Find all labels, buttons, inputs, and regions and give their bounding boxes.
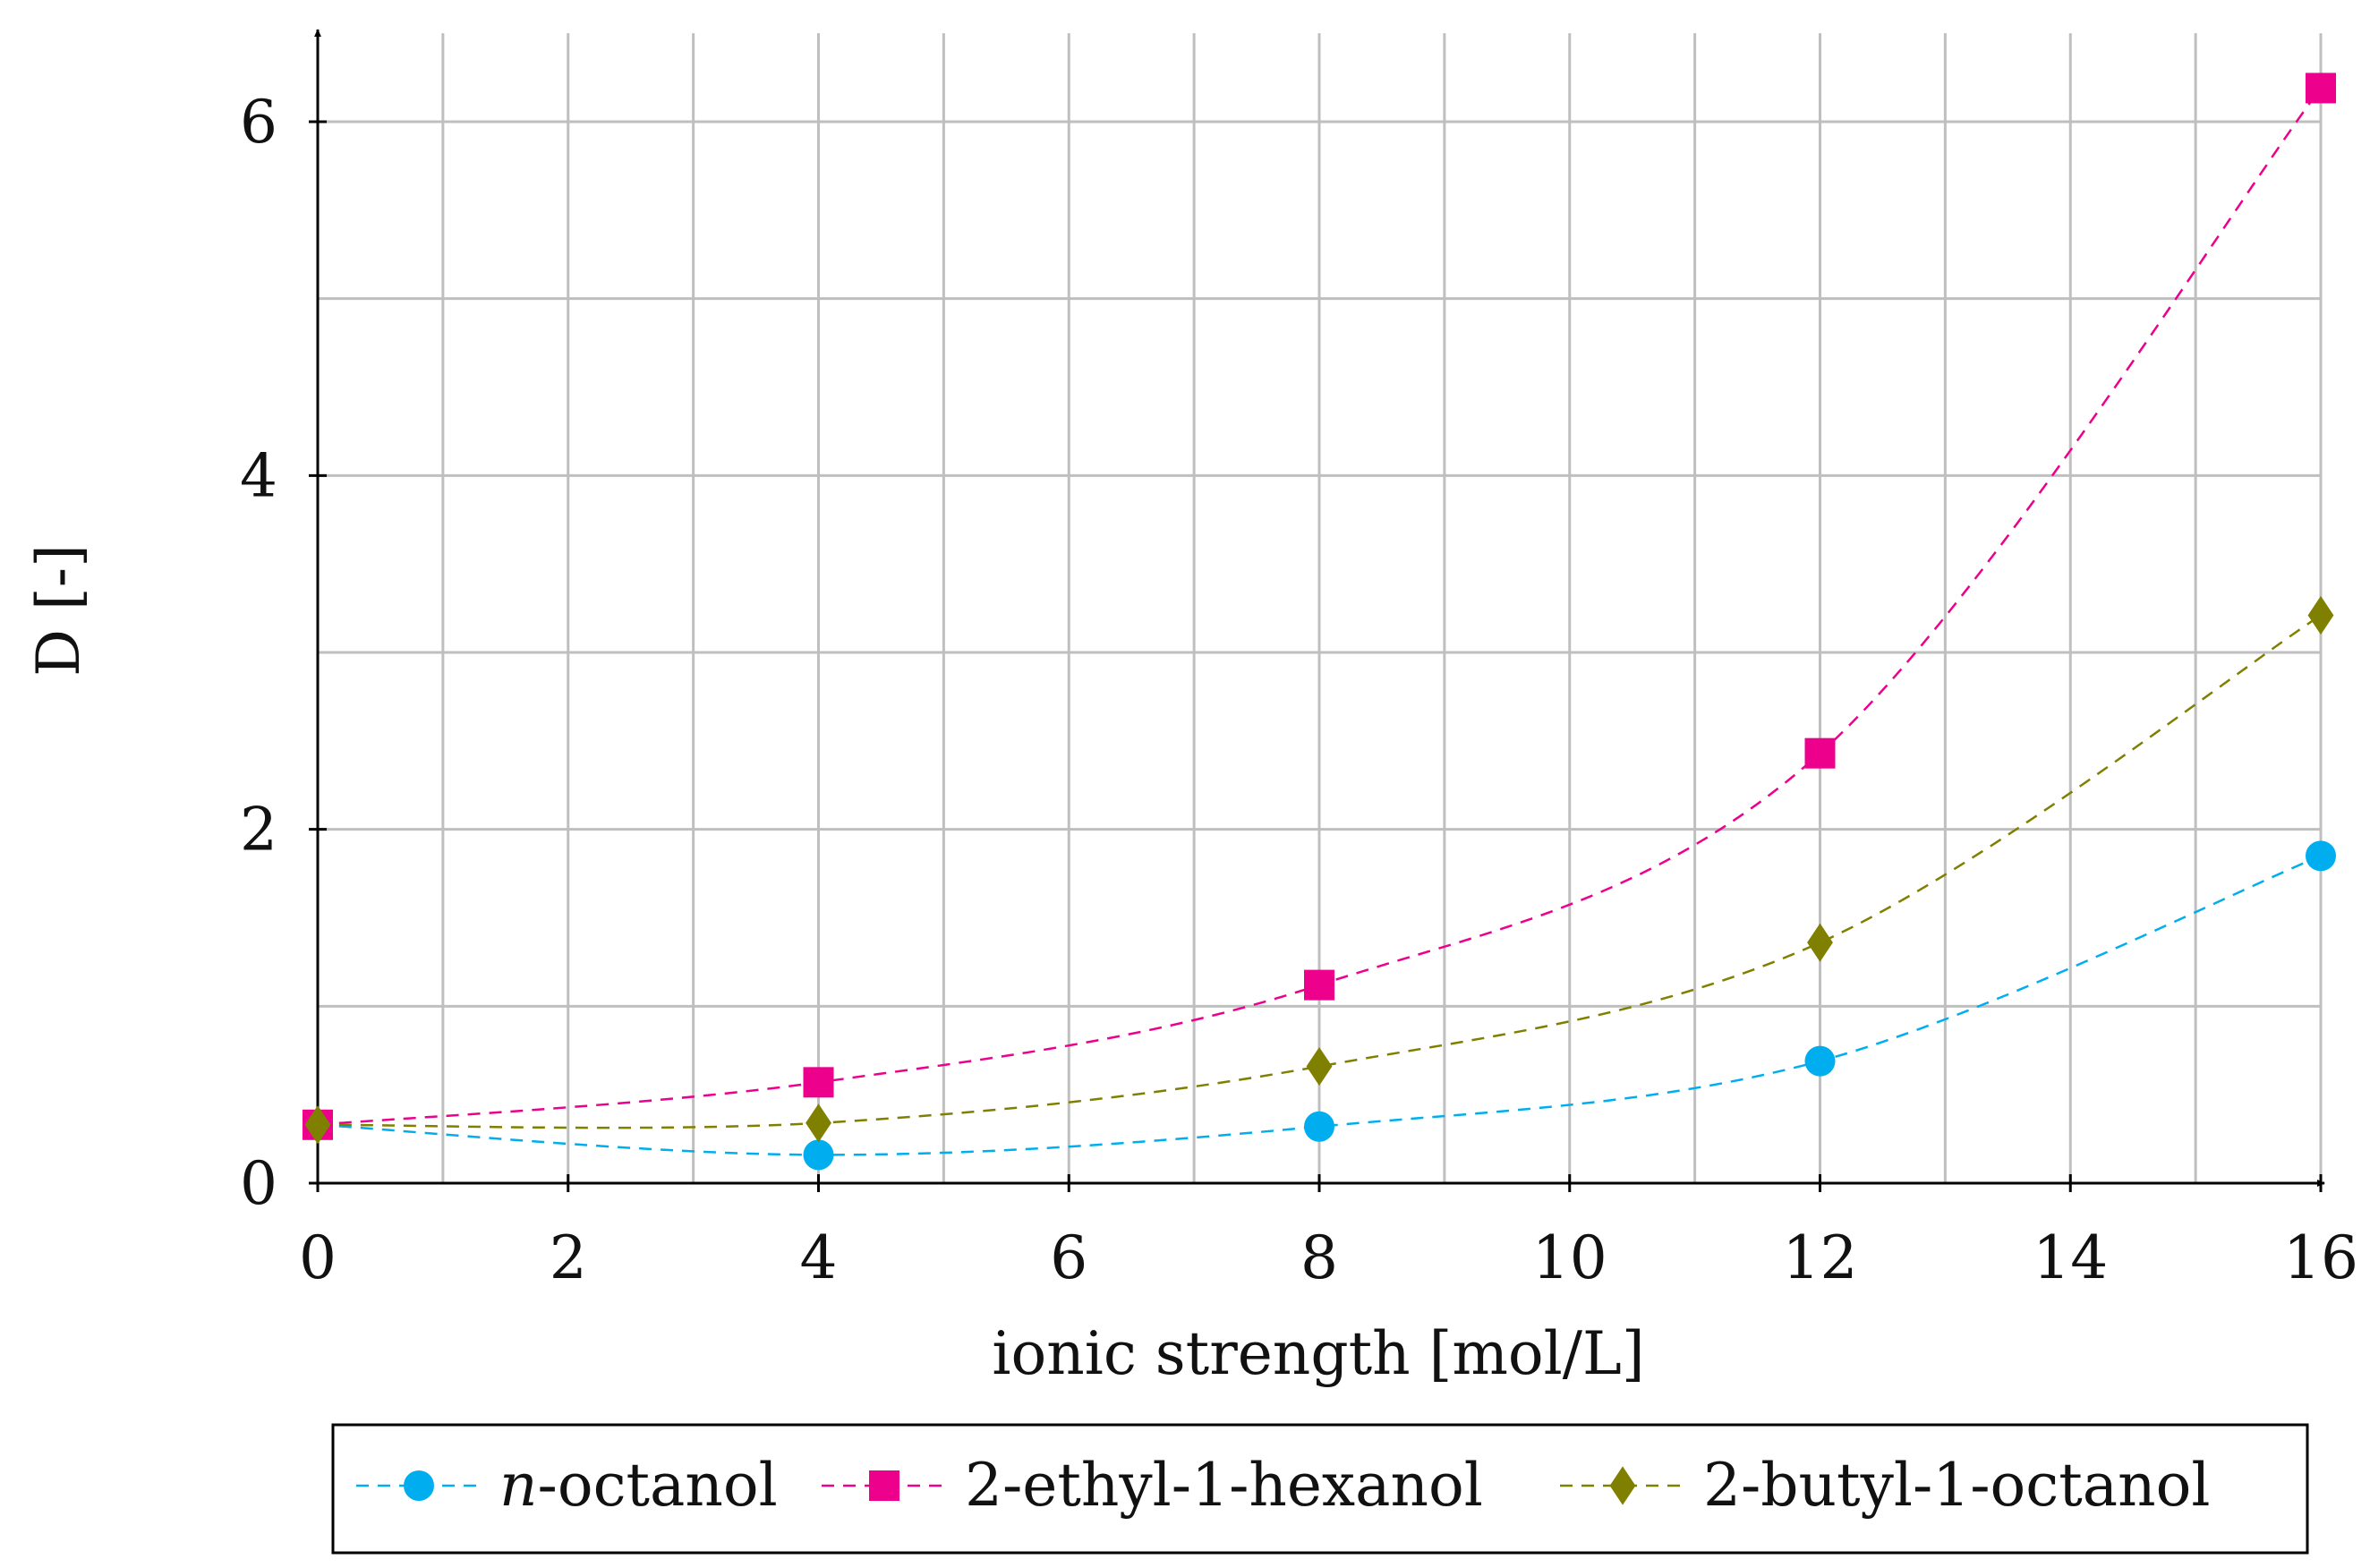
data-point [1304, 1111, 1334, 1142]
legend-label-text: 2-butyl-1-octanol [1703, 1451, 2210, 1520]
x-tick-label: 14 [2033, 1223, 2108, 1292]
legend-label-prefix: n [499, 1451, 538, 1520]
y-tick-label: 0 [240, 1149, 277, 1218]
legend-entry: 2-butyl-1-octanol [1560, 1451, 2210, 1520]
legend-entry: 2-ethyl-1-hexanol [822, 1451, 1483, 1520]
x-tick-label: 2 [550, 1223, 587, 1292]
legend-label-text: octanol [558, 1451, 778, 1520]
y-tick-label: 6 [240, 88, 277, 157]
series-line [317, 855, 2322, 1156]
data-point [1306, 1046, 1333, 1087]
x-tick-label: 10 [1532, 1223, 1607, 1292]
data-point [806, 1104, 831, 1143]
data-point [1804, 737, 1836, 769]
grid [316, 33, 2323, 1185]
legend-marker [404, 1470, 434, 1501]
y-tick-label: 4 [240, 441, 277, 510]
data-point [2306, 72, 2336, 104]
x-tick-label: 0 [299, 1223, 337, 1292]
series-line [317, 87, 2322, 1127]
legend-entry: n-octanol [356, 1451, 778, 1520]
axes [309, 29, 2325, 1192]
legend-marker [1609, 1466, 1636, 1505]
y-axis-title: D [-] [24, 544, 93, 677]
data-point [1804, 1045, 1836, 1077]
y-tick-label: 2 [240, 796, 277, 865]
legend-label-text: 2-ethyl-1-hexanol [965, 1451, 1483, 1520]
x-axis-title: ionic strength [mol/L] [992, 1319, 1644, 1388]
legend-label-separator: - [538, 1451, 558, 1520]
data-point [803, 1139, 834, 1171]
data-point [1304, 969, 1334, 1001]
legend-label: 2-butyl-1-octanol [1703, 1451, 2210, 1520]
x-tick-label: 16 [2283, 1223, 2358, 1292]
x-tick-label: 12 [1783, 1223, 1858, 1292]
legend-label: n-octanol [499, 1451, 778, 1520]
data-point [803, 1067, 834, 1098]
legend-box [331, 1423, 2309, 1555]
legend-label: 2-ethyl-1-hexanol [965, 1451, 1483, 1520]
data-point [304, 1105, 331, 1145]
x-tick-label: 8 [1300, 1223, 1338, 1292]
series-layer [303, 72, 2336, 1171]
data-point [2306, 840, 2336, 872]
legend-marker [869, 1470, 899, 1501]
legend: n-octanol 2-ethyl-1-hexanol 2-butyl-1-octa… [331, 1423, 2309, 1555]
series-2-butyl-1-octanol [304, 595, 2334, 1145]
data-point [2307, 595, 2334, 635]
x-tick-label: 6 [1050, 1223, 1087, 1292]
data-point [1807, 923, 1833, 962]
x-tick-label: 4 [800, 1223, 838, 1292]
tick-labels: 0 2 4 6 8 10 12 14 16 0 2 4 6 [240, 88, 2358, 1292]
